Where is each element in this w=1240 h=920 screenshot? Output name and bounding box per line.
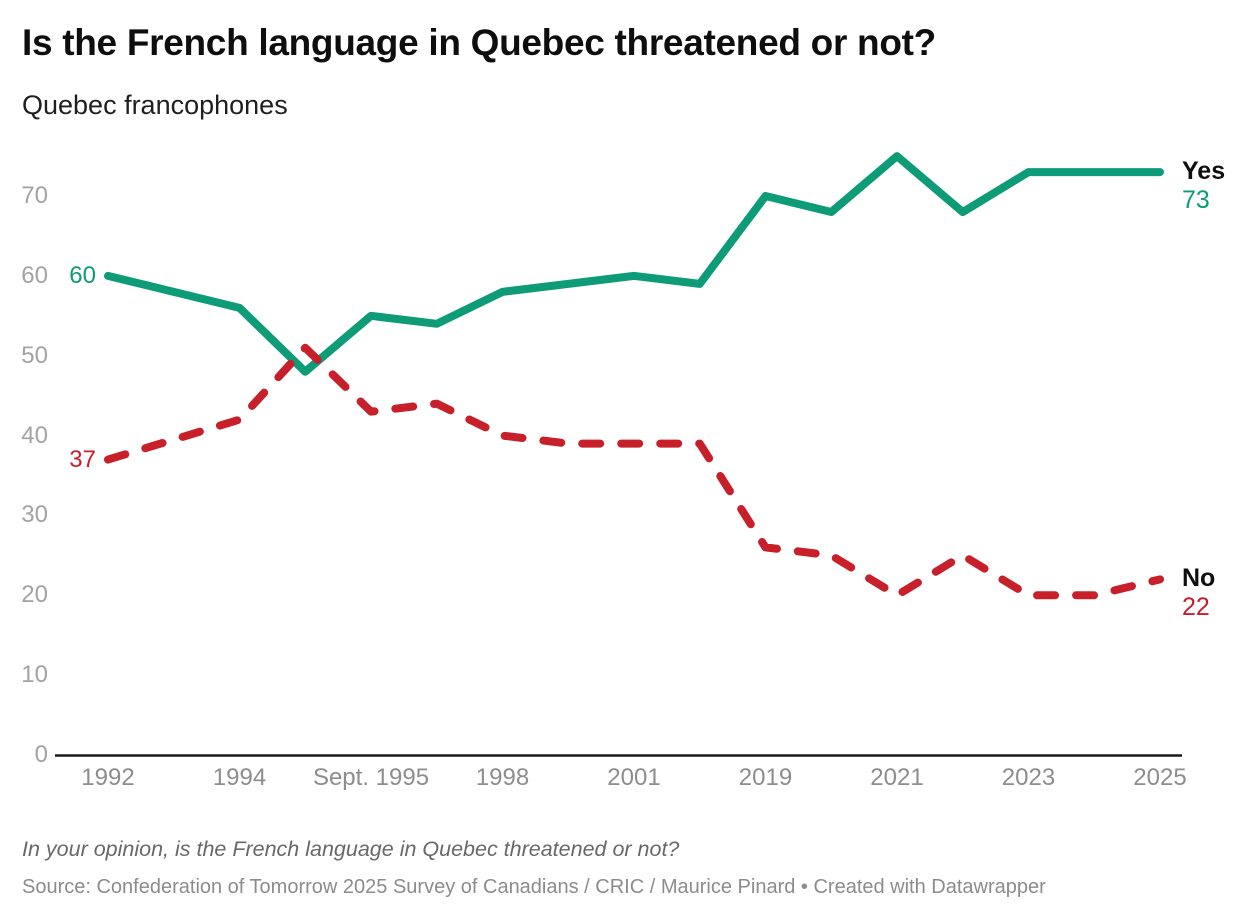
- chart-subtitle: Quebec francophones: [22, 90, 288, 120]
- y-tick-label: 50: [21, 341, 48, 369]
- x-tick-label: 1994: [212, 764, 267, 791]
- series-line-yes: [104, 152, 1164, 376]
- source-line: Source: Confederation of Tomorrow 2025 S…: [22, 876, 1046, 898]
- series-start-value-yes: 60: [69, 261, 96, 289]
- x-tick-label: Sept. 1995: [312, 764, 430, 791]
- x-tick-label: 2025: [1133, 764, 1187, 791]
- y-tick-label: 40: [21, 421, 48, 449]
- x-tick-label: 1992: [81, 764, 135, 791]
- y-tick-label: 0: [34, 741, 48, 768]
- x-tick-label: 2023: [1001, 764, 1056, 791]
- y-tick-label: 60: [21, 261, 48, 289]
- series-end-name-no: No: [1182, 564, 1216, 593]
- x-tick-label: 1998: [475, 764, 530, 791]
- y-tick-label: 30: [21, 501, 48, 529]
- y-tick-label: 20: [21, 581, 48, 609]
- y-tick-label: 10: [21, 661, 48, 689]
- series-end-name-yes: Yes: [1182, 157, 1226, 186]
- series-line-no: [104, 343, 1164, 600]
- question-note: In your opinion, is the French language …: [22, 837, 680, 861]
- series-start-value-no: 37: [69, 445, 96, 473]
- series-end-value-no: 22: [1182, 593, 1210, 622]
- x-tick-label: 2021: [870, 764, 924, 791]
- page-title: Is the French language in Quebec threate…: [22, 22, 936, 63]
- x-tick-label: 2001: [607, 764, 661, 791]
- series-end-value-yes: 73: [1182, 186, 1210, 215]
- x-tick-label: 2019: [738, 764, 793, 791]
- y-tick-label: 70: [21, 182, 48, 210]
